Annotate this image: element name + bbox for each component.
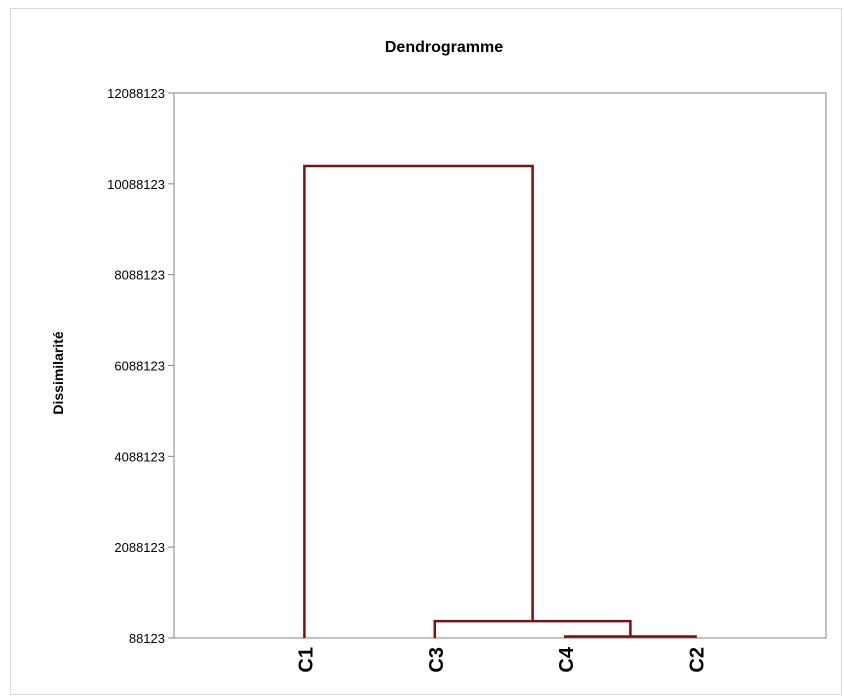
y-tick-label: 8088123 [114,268,165,283]
dendrogram-link-3 [303,164,534,638]
chart-frame: Dendrogramme Dissimilarité 88123 2088123 4… [10,8,842,695]
leaf-label-c3: C3 [426,647,448,673]
dendrogram-links [303,164,697,638]
leaf-label-c2: C2 [687,647,709,673]
leaf-label-c4: C4 [556,646,578,672]
dendrogram-link-2 [433,619,632,638]
y-tick-label: 10088123 [107,177,165,192]
dendrogram-link-1 [563,635,697,638]
plot-area [173,92,827,639]
y-tick-label: 6088123 [114,359,165,374]
y-axis-label: Dissimilarité [50,331,66,414]
y-axis: 88123 2088123 4088123 6088123 8088123 1008812… [107,86,174,646]
y-tick-label: 88123 [129,631,165,646]
y-tick-label: 12088123 [107,86,165,101]
leaf-label-c1: C1 [295,647,317,673]
chart-title: Dendrogramme [385,39,503,56]
dendrogram-chart: Dendrogramme Dissimilarité 88123 2088123 4… [50,39,827,673]
y-tick-label: 2088123 [114,540,165,555]
y-tick-label: 4088123 [114,449,165,464]
x-axis-leaf-labels: C1 C3 C4 C2 [295,646,708,672]
